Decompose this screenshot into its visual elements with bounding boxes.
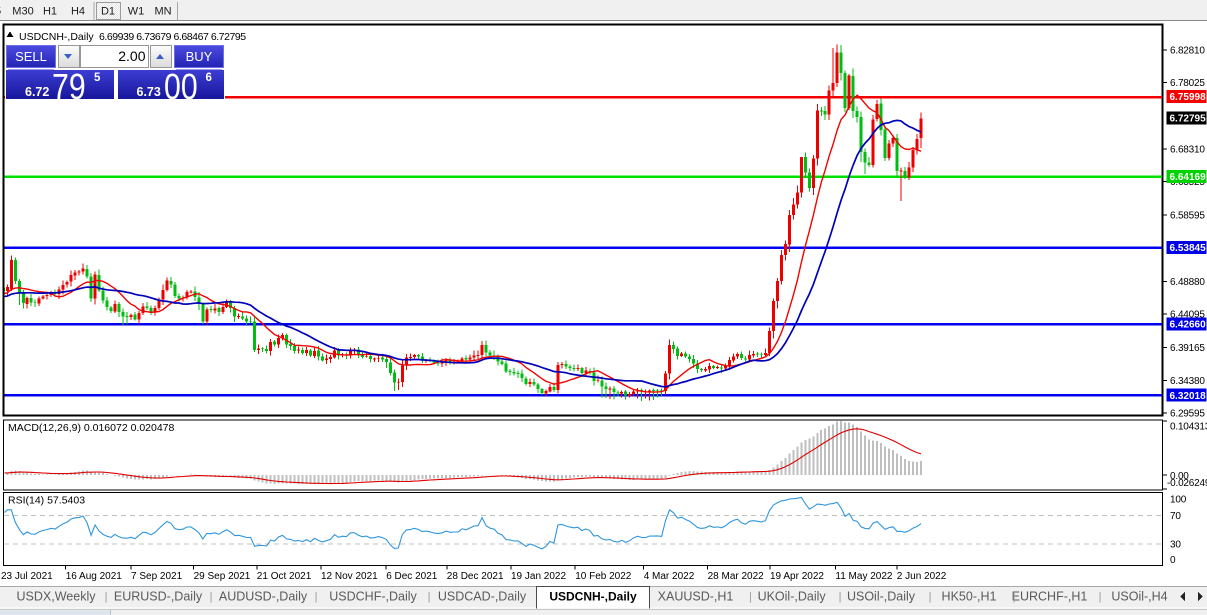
svg-text:UKOil-,Daily: UKOil-,Daily [758,590,827,604]
svg-text:6.42660: 6.42660 [1170,320,1207,331]
svg-text:6.78025: 6.78025 [1170,78,1205,89]
svg-text:HK50-,H1: HK50-,H1 [942,590,997,604]
svg-text:7 Sep 2021: 7 Sep 2021 [131,571,183,582]
svg-text:11 May 2022: 11 May 2022 [835,571,893,582]
svg-text:USDX,Weekly: USDX,Weekly [17,590,97,604]
svg-text:0.00: 0.00 [1170,471,1189,482]
svg-text:|: | [105,591,108,603]
svg-text:USDCNH-,Daily: USDCNH-,Daily [549,590,637,604]
svg-text:0: 0 [1170,555,1176,566]
svg-text:28 Dec 2021: 28 Dec 2021 [447,571,504,582]
svg-text:6 Dec 2021: 6 Dec 2021 [386,571,438,582]
svg-text:M30: M30 [12,6,33,18]
svg-text:USDCHF-,Daily: USDCHF-,Daily [329,590,417,604]
svg-text:2 Jun 2022: 2 Jun 2022 [897,571,947,582]
svg-text:W1: W1 [128,6,145,18]
svg-text:6.68310: 6.68310 [1170,144,1205,155]
svg-text:MACD(12,26,9) 0.016072 0.02047: MACD(12,26,9) 0.016072 0.020478 [8,422,175,434]
svg-text:19 Apr 2022: 19 Apr 2022 [770,571,824,582]
svg-text:6.48880: 6.48880 [1170,277,1205,288]
svg-text:5: 5 [0,6,1,18]
svg-text:H4: H4 [71,6,85,18]
svg-text:23 Jul 2021: 23 Jul 2021 [1,571,53,582]
svg-text:6.34380: 6.34380 [1170,376,1205,387]
svg-text:|: | [1013,591,1016,603]
svg-text:19 Jan 2022: 19 Jan 2022 [511,571,566,582]
svg-text:21 Oct 2021: 21 Oct 2021 [257,571,312,582]
svg-text:6.69939 6.73679 6.68467 6.7279: 6.69939 6.73679 6.68467 6.72795 [99,31,246,43]
svg-text:XAUUSD-,H1: XAUUSD-,H1 [658,590,734,604]
svg-text:USDCNH-,Daily: USDCNH-,Daily [19,31,94,43]
svg-text:100: 100 [1170,495,1187,506]
svg-text:10 Feb 2022: 10 Feb 2022 [575,571,632,582]
svg-text:H1: H1 [43,6,57,18]
svg-text:|: | [210,591,213,603]
svg-text:6.39165: 6.39165 [1170,343,1205,354]
svg-text:D1: D1 [101,6,115,18]
svg-text:MN: MN [154,6,171,18]
svg-text:|: | [1099,591,1102,603]
svg-text:RSI(14) 57.5403: RSI(14) 57.5403 [8,495,85,507]
svg-text:6.44095: 6.44095 [1170,310,1205,321]
svg-text:29 Sep 2021: 29 Sep 2021 [194,571,251,582]
svg-text:6.72795: 6.72795 [1170,114,1207,125]
svg-text:0.104313: 0.104313 [1170,421,1207,432]
svg-text:AUDUSD-,Daily: AUDUSD-,Daily [219,590,308,604]
svg-text:6.29595: 6.29595 [1170,409,1205,420]
svg-text:16 Aug 2021: 16 Aug 2021 [66,571,123,582]
svg-text:EURUSD-,Daily: EURUSD-,Daily [114,590,203,604]
svg-text:6.58595: 6.58595 [1170,211,1205,222]
svg-text:|: | [749,591,752,603]
svg-text:|: | [929,591,932,603]
svg-text:30: 30 [1170,540,1181,551]
svg-text:USOil-,H4: USOil-,H4 [1111,590,1167,604]
svg-text:-0.026249: -0.026249 [1167,478,1207,489]
svg-text:4 Mar 2022: 4 Mar 2022 [644,571,695,582]
svg-text:6.64169: 6.64169 [1170,172,1207,183]
svg-text:6.32018: 6.32018 [1170,391,1207,402]
svg-text:USDCAD-,Daily: USDCAD-,Daily [438,590,527,604]
svg-text:6.53845: 6.53845 [1170,243,1207,254]
svg-text:|: | [839,591,842,603]
svg-text:6.82810: 6.82810 [1170,46,1205,57]
svg-text:|: | [428,591,431,603]
svg-text:12 Nov 2021: 12 Nov 2021 [321,571,378,582]
svg-text:|: | [315,591,318,603]
svg-text:USOil-,Daily: USOil-,Daily [847,590,916,604]
svg-text:28 Mar 2022: 28 Mar 2022 [708,571,765,582]
svg-text:70: 70 [1170,511,1181,522]
svg-text:6.75998: 6.75998 [1170,92,1207,103]
svg-text:EURCHF-,H1: EURCHF-,H1 [1012,590,1088,604]
